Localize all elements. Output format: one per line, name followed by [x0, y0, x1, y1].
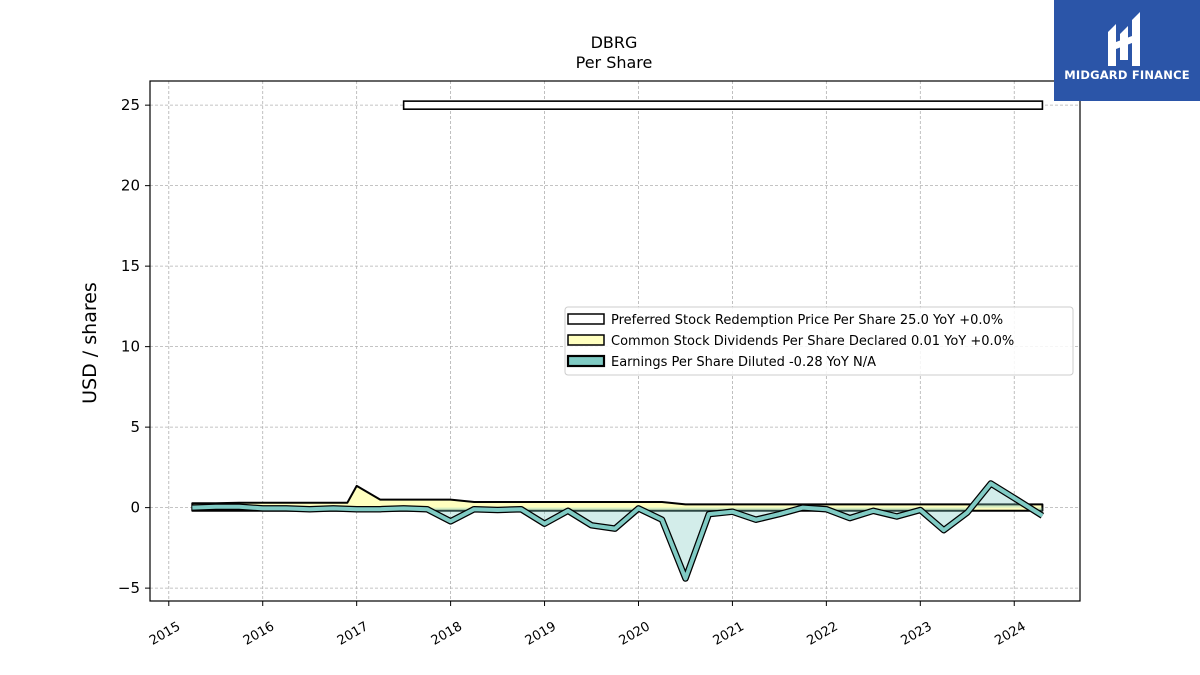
x-tick-label: 2016	[241, 619, 277, 649]
y-tick-label: 5	[130, 418, 140, 436]
y-axis-label: USD / shares	[79, 282, 101, 404]
logo-mark-icon	[1108, 12, 1140, 66]
legend-label: Common Stock Dividends Per Share Declare…	[611, 334, 1014, 349]
series-band	[402, 100, 1044, 110]
x-tick-label: 2018	[429, 619, 465, 649]
series-common-stock-dividends	[191, 484, 1044, 512]
series-earnings-per-share-diluted	[192, 480, 1045, 582]
logo-text: MIDGARD FINANCE	[1064, 68, 1190, 82]
series-area	[192, 483, 1043, 579]
legend-label: Earnings Per Share Diluted -0.28 YoY N/A	[611, 355, 876, 370]
legend-swatch	[567, 334, 605, 346]
legend-item: Preferred Stock Redemption Price Per Sha…	[567, 313, 1003, 328]
series-line-outline	[192, 480, 1045, 582]
y-tick-label: −5	[118, 579, 140, 597]
x-tick-label: 2024	[992, 619, 1028, 649]
legend-item: Common Stock Dividends Per Share Declare…	[567, 334, 1014, 349]
series-preferred-stock-redemption	[402, 100, 1044, 110]
y-tick-label: 15	[121, 257, 140, 275]
series-line	[192, 481, 1044, 581]
midgard-finance-logo: MIDGARD FINANCE	[1054, 0, 1200, 101]
legend: Preferred Stock Redemption Price Per Sha…	[564, 306, 1074, 376]
x-tick-label: 2021	[711, 619, 747, 649]
x-tick-label: 2015	[147, 619, 183, 649]
legend-item: Earnings Per Share Diluted -0.28 YoY N/A	[566, 354, 876, 370]
chart-title: DBRG	[591, 33, 638, 52]
y-tick-label: 0	[130, 499, 140, 517]
x-tick-label: 2019	[523, 619, 559, 649]
x-tick-label: 2023	[898, 619, 934, 649]
x-tick-label: 2017	[335, 619, 371, 649]
x-tick-label: 2020	[617, 619, 653, 649]
legend-label: Preferred Stock Redemption Price Per Sha…	[611, 313, 1003, 328]
y-tick-label: 25	[121, 96, 140, 114]
y-tick-label: 10	[121, 338, 140, 356]
series-band	[191, 484, 1044, 512]
series-layer	[191, 100, 1045, 582]
legend-swatch	[567, 313, 605, 325]
plot-frame	[149, 80, 1081, 602]
x-tick-label: 2022	[805, 619, 841, 649]
legend-swatch	[566, 354, 606, 368]
legend-box	[564, 306, 1074, 376]
chart-subtitle: Per Share	[576, 53, 653, 72]
y-tick-label: 20	[121, 177, 140, 195]
